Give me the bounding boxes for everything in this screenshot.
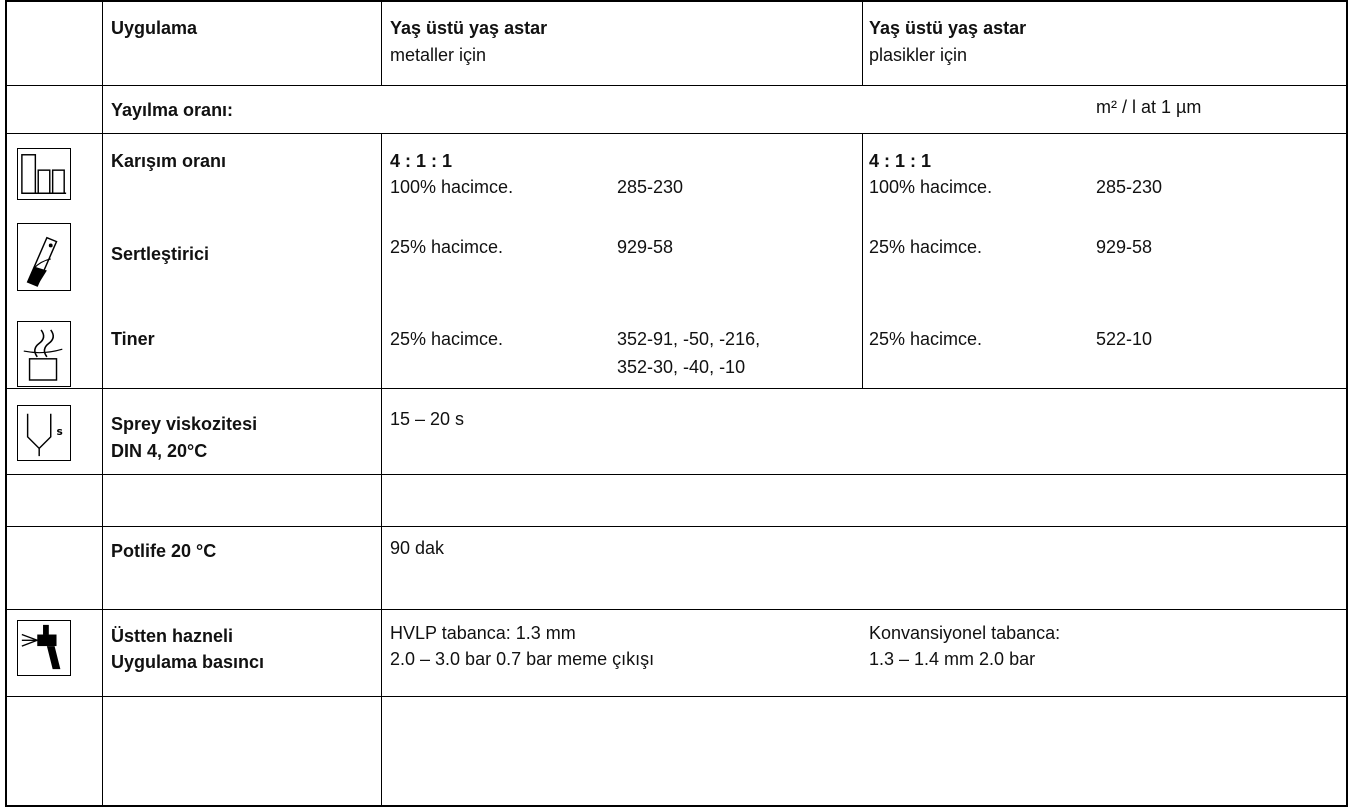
hardener-metal-amount: 25% hacimce. [390,237,504,257]
row-divider [5,85,1348,86]
col-divider-icon [102,0,103,807]
hardener-metal-code: 929-58 [617,237,674,257]
hvlp-gun-line2: 2.0 – 3.0 bar 0.7 bar meme çıkışı [390,649,655,669]
spreading-rate-label: Yayılma oranı: [111,100,234,120]
hardener-plastic-code: 929-58 [1096,237,1153,257]
mix-plastic-ratio: 4 : 1 : 1 [869,151,932,171]
hardener-can-icon [17,223,71,291]
col-divider-label [381,133,382,807]
row-divider [5,609,1348,610]
thinner-label: Tiner [111,329,155,349]
row-divider [5,526,1348,527]
thinner-metal-amount: 25% hacimce. [390,329,504,349]
viscosity-label-line1: Sprey viskozitesi [111,414,258,434]
hardener-label: Sertleştirici [111,244,210,264]
spray-gun-icon [17,620,71,676]
potlife-label: Potlife 20 °C [111,541,217,561]
hardener-plastic-amount: 25% hacimce. [869,237,983,257]
header-metal-subtitle: metaller için [390,45,487,65]
thinner-plastic-code: 522-10 [1096,329,1153,349]
potlife-value: 90 dak [390,538,445,558]
pressure-label-line2: Uygulama basıncı [111,652,265,672]
thinner-plastic-amount: 25% hacimce. [869,329,983,349]
header-plastic-title: Yaş üstü yaş astar [869,18,1027,38]
viscosity-label-line2: DIN 4, 20°C [111,441,208,461]
pressure-label-line1: Üstten hazneli [111,626,234,646]
col-divider-label [381,0,382,85]
spreading-rate-unit: m² / l at 1 µm [1096,97,1202,117]
row-divider [5,696,1348,697]
header-application-label: Uygulama [111,18,198,38]
row-divider [5,133,1348,134]
mix-metal-ratio: 4 : 1 : 1 [390,151,453,171]
thinner-metal-code-line1: 352-91, -50, -216, [617,329,761,349]
mix-metal-amount: 100% hacimce. [390,177,514,197]
mixing-ratio-icon [17,148,71,200]
thinner-metal-code-line2: 352-30, -40, -10 [617,357,746,377]
mix-plastic-amount: 100% hacimce. [869,177,993,197]
viscosity-value: 15 – 20 s [390,409,465,429]
header-plastic-subtitle: plasikler için [869,45,968,65]
mix-metal-code: 285-230 [617,177,684,197]
conventional-gun-line2: 1.3 – 1.4 mm 2.0 bar [869,649,1036,669]
conventional-gun-line1: Konvansiyonel tabanca: [869,623,1061,643]
mix-plastic-code: 285-230 [1096,177,1163,197]
table-frame [5,0,1348,807]
svg-text:s: s [57,426,63,438]
header-metal-title: Yaş üstü yaş astar [390,18,548,38]
thinner-icon [17,321,71,387]
data-sheet-table: Uygulama Yaş üstü yaş astar metaller içi… [5,0,1349,808]
row-divider [5,388,1348,389]
viscosity-cup-icon: s [17,405,71,461]
hvlp-gun-line1: HVLP tabanca: 1.3 mm [390,623,576,643]
col-divider-metal-plastic [862,133,863,388]
col-divider-metal-plastic [862,0,863,85]
mix-ratio-label: Karışım oranı [111,151,227,171]
row-divider [5,474,1348,475]
